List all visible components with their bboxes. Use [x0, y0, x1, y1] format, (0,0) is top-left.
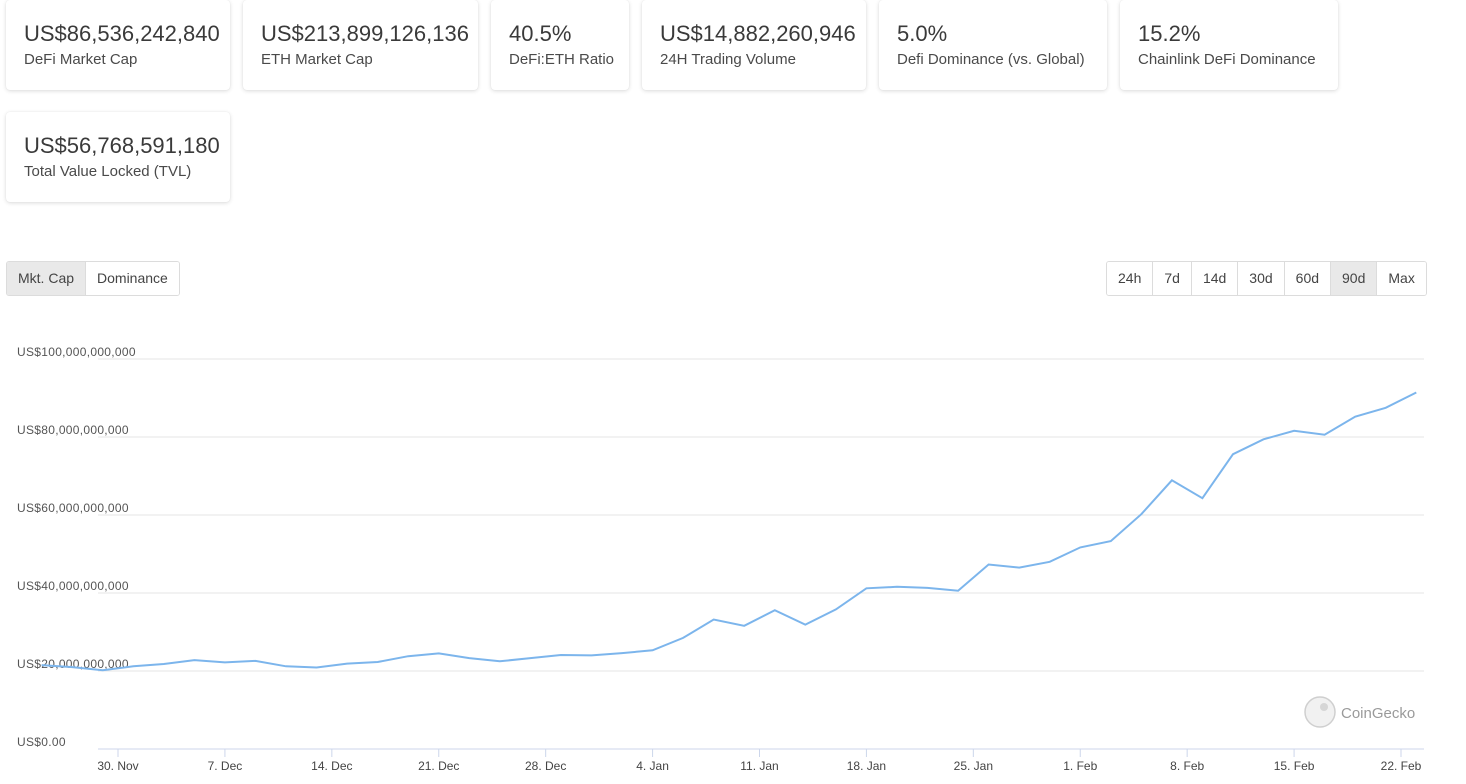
x-axis-ticks: 30. Nov 7. Dec 14. Dec 21. Dec 28. Dec 4. Jan…: [97, 749, 1422, 773]
stat-card-defi-dominance: 5.0% Defi Dominance (vs. Global): [879, 0, 1107, 90]
eth-market-cap-label: ETH Market Cap: [261, 51, 373, 68]
dominance-tab[interactable]: Dominance: [86, 262, 179, 295]
y-tick-label: US$0.00: [17, 735, 66, 749]
coingecko-watermark: CoinGecko: [1304, 696, 1415, 728]
y-tick-label: US$80,000,000,000: [17, 423, 129, 437]
tvl-label: Total Value Locked (TVL): [24, 163, 192, 180]
chainlink-dominance-value: 15.2%: [1138, 21, 1201, 46]
coingecko-logo-icon: [1304, 696, 1336, 728]
defi-market-cap-label: DeFi Market Cap: [24, 51, 138, 68]
y-tick-label: US$60,000,000,000: [17, 501, 129, 515]
x-tick-label: 25. Jan: [954, 759, 993, 773]
x-tick-label: 21. Dec: [418, 759, 459, 773]
chart-grid: [98, 358, 1424, 750]
defi-eth-ratio-label: DeFi:ETH Ratio: [509, 51, 615, 68]
y-tick-label: US$20,000,000,000: [17, 657, 129, 671]
trading-volume-value: US$14,882,260,946: [660, 21, 856, 46]
x-tick-label: 22. Feb: [1381, 759, 1422, 773]
stat-card-defi-eth-ratio: 40.5% DeFi:ETH Ratio: [491, 0, 629, 90]
range-90d-button[interactable]: 90d: [1331, 262, 1378, 295]
series-line: [41, 391, 1417, 672]
coingecko-logo-eye: [1320, 703, 1328, 711]
range-60d-button[interactable]: 60d: [1284, 262, 1332, 295]
range-14d-button[interactable]: 14d: [1191, 262, 1239, 295]
tvl-value: US$56,768,591,180: [24, 133, 220, 158]
stat-card-defi-market-cap: US$86,536,242,840 DeFi Market Cap: [6, 0, 230, 90]
market-cap-chart[interactable]: US$0.00 US$20,000,000,000 US$40,000,000,00…: [0, 330, 1466, 784]
x-tick-label: 28. Dec: [525, 759, 566, 773]
coingecko-watermark-text: CoinGecko: [1341, 705, 1415, 722]
trading-volume-label: 24H Trading Volume: [660, 51, 796, 68]
time-range-selector: 24h 7d 14d 30d 60d 90d Max: [1106, 261, 1427, 296]
stat-card-trading-volume: US$14,882,260,946 24H Trading Volume: [642, 0, 866, 90]
x-tick-label: 11. Jan: [740, 759, 778, 773]
defi-eth-ratio-value: 40.5%: [509, 21, 572, 46]
x-tick-label: 7. Dec: [208, 759, 243, 773]
stat-card-chainlink-dominance: 15.2% Chainlink DeFi Dominance: [1120, 0, 1338, 90]
defi-dominance-label: Defi Dominance (vs. Global): [897, 51, 1085, 68]
y-tick-label: US$100,000,000,000: [17, 345, 136, 359]
x-tick-label: 4. Jan: [636, 759, 669, 773]
range-7d-button[interactable]: 7d: [1153, 262, 1192, 295]
defi-dominance-value: 5.0%: [897, 21, 948, 46]
stat-card-tvl: US$56,768,591,180 Total Value Locked (TV…: [6, 112, 230, 202]
x-tick-label: 8. Feb: [1170, 759, 1204, 773]
mkt-cap-tab[interactable]: Mkt. Cap: [7, 262, 87, 295]
range-max-button[interactable]: Max: [1377, 262, 1426, 295]
defi-market-cap-value: US$86,536,242,840: [24, 21, 220, 46]
x-tick-label: 1. Feb: [1063, 759, 1097, 773]
y-tick-label: US$40,000,000,000: [17, 579, 129, 593]
x-tick-label: 30. Nov: [97, 759, 138, 773]
x-tick-label: 18. Jan: [847, 759, 886, 773]
stat-card-eth-market-cap: US$213,899,126,136 ETH Market Cap: [243, 0, 478, 90]
chainlink-dominance-label: Chainlink DeFi Dominance: [1138, 51, 1316, 68]
eth-market-cap-value: US$213,899,126,136: [261, 21, 469, 46]
y-axis-ticks: US$0.00 US$20,000,000,000 US$40,000,000,00…: [17, 345, 136, 749]
chart-view-toggle: Mkt. Cap Dominance: [6, 261, 180, 296]
range-24h-button[interactable]: 24h: [1107, 262, 1154, 295]
x-tick-label: 15. Feb: [1274, 759, 1315, 773]
range-30d-button[interactable]: 30d: [1238, 262, 1285, 295]
x-tick-label: 14. Dec: [311, 759, 352, 773]
